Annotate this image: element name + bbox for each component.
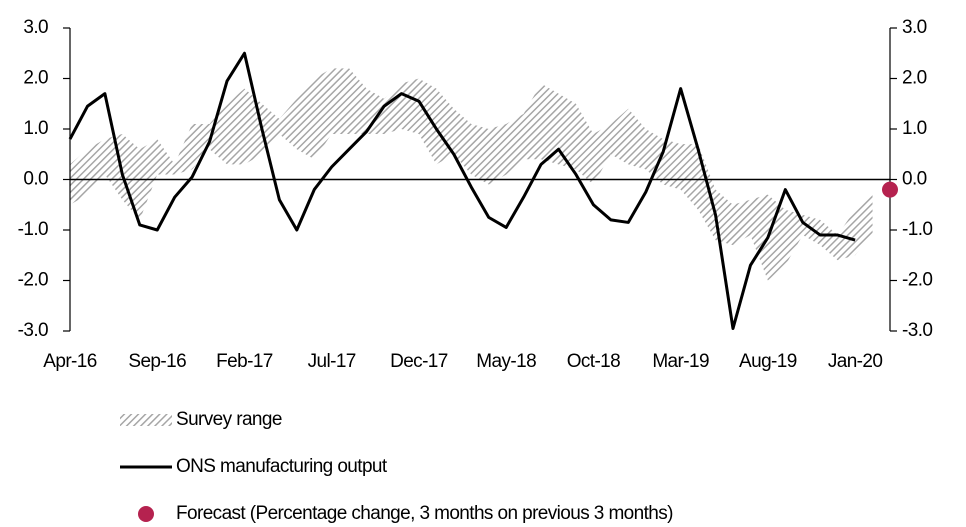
y-tick-label: 0.0 — [23, 169, 48, 190]
y2-tick-label: 3.0 — [902, 17, 927, 38]
legend-label: Survey range — [176, 409, 282, 430]
y-tick-label: 3.0 — [23, 17, 48, 38]
legend: Survey range ONS manufacturing output Fore… — [120, 409, 674, 524]
y-tick-label: 1.0 — [23, 118, 48, 139]
y-tick-label: 2.0 — [23, 68, 48, 89]
y2-tick-label: 1.0 — [902, 118, 927, 139]
x-tick-label: Dec-17 — [390, 351, 448, 372]
plot-area: 3.0 2.0 1.0 0.0 -1.0 -2.0 -3.0 3.0 2.0 1.0 0.0 -1.0… — [18, 17, 933, 372]
legend-swatch — [138, 506, 154, 522]
y2-tick-label: 2.0 — [902, 68, 927, 89]
y-tick-label: -2.0 — [18, 270, 48, 291]
x-tick-label: Sep-16 — [128, 351, 186, 372]
x-tick-label: Jul-17 — [308, 351, 356, 372]
x-tick-label: May-18 — [476, 351, 536, 372]
x-tick-label: Aug-19 — [739, 351, 797, 372]
y-tick-label: -3.0 — [18, 320, 48, 341]
x-tick-label: Mar-19 — [652, 351, 709, 372]
line — [68, 51, 856, 330]
legend-swatch — [120, 414, 172, 426]
y2-tick-label: -2.0 — [902, 270, 932, 291]
x-tick-label: Apr-16 — [43, 351, 96, 372]
y-tick-label: -1.0 — [18, 219, 48, 240]
legend-label: ONS manufacturing output — [176, 456, 388, 477]
forecast-point — [882, 181, 898, 198]
x-tick-label: Feb-17 — [216, 351, 273, 372]
survey-range-band — [70, 68, 873, 281]
y2-tick-label: -1.0 — [902, 219, 932, 240]
x-tick-label: Jan-20 — [828, 351, 883, 372]
x-tick-label: Oct-18 — [567, 351, 620, 372]
y2-tick-label: -3.0 — [902, 320, 932, 341]
legend-label: Forecast (Percentage change, 3 months on… — [176, 503, 673, 524]
y2-tick-label: 0.0 — [902, 169, 927, 190]
